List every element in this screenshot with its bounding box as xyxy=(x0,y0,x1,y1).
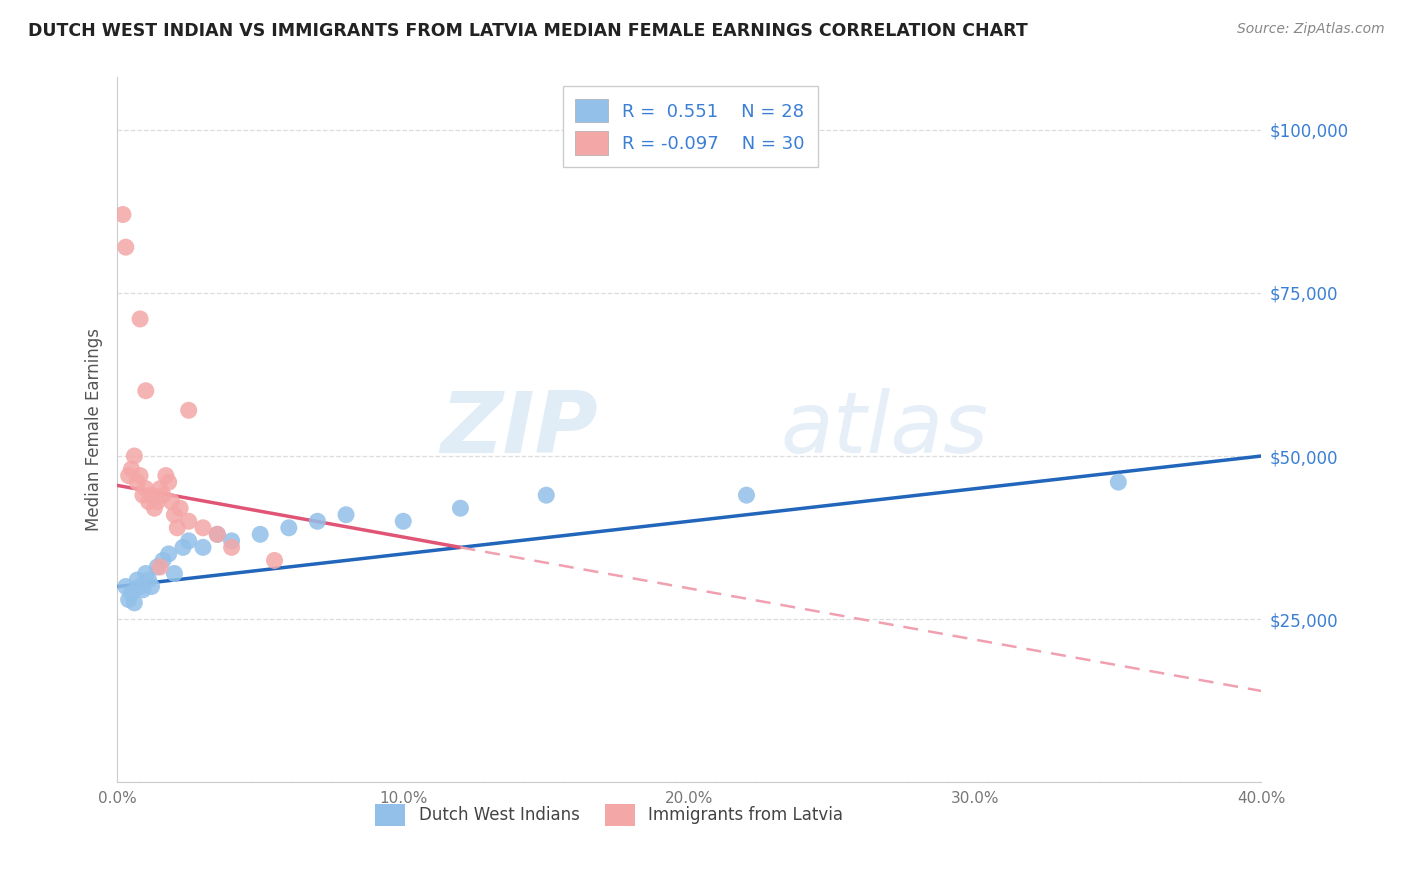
Point xyxy=(132,582,155,597)
Legend: Dutch West Indians, Immigrants from Latvia: Dutch West Indians, Immigrants from Latv… xyxy=(367,796,851,834)
Point xyxy=(138,573,160,587)
Point xyxy=(177,514,200,528)
Point xyxy=(129,580,152,594)
Point xyxy=(735,488,758,502)
Point xyxy=(249,527,271,541)
Point xyxy=(207,527,229,541)
Point xyxy=(141,580,163,594)
Point xyxy=(177,403,200,417)
Point xyxy=(117,468,139,483)
Point xyxy=(169,501,191,516)
Point xyxy=(155,468,177,483)
Point xyxy=(1107,475,1129,489)
Point xyxy=(121,462,143,476)
Point xyxy=(307,514,329,528)
Point xyxy=(172,541,194,555)
Point xyxy=(129,312,152,326)
Point xyxy=(117,592,139,607)
Point xyxy=(149,482,172,496)
Text: Source: ZipAtlas.com: Source: ZipAtlas.com xyxy=(1237,22,1385,37)
Text: ZIP: ZIP xyxy=(440,388,598,471)
Point xyxy=(138,494,160,508)
Point xyxy=(135,566,157,581)
Point xyxy=(127,475,149,489)
Point xyxy=(191,521,214,535)
Point xyxy=(143,501,166,516)
Point xyxy=(392,514,415,528)
Point xyxy=(221,533,243,548)
Point xyxy=(207,527,229,541)
Point xyxy=(152,553,174,567)
Point xyxy=(129,468,152,483)
Point xyxy=(177,533,200,548)
Text: atlas: atlas xyxy=(780,388,988,471)
Point xyxy=(127,573,149,587)
Point xyxy=(536,488,558,502)
Point xyxy=(111,207,134,221)
Point xyxy=(146,494,169,508)
Point xyxy=(141,488,163,502)
Point xyxy=(263,553,285,567)
Text: DUTCH WEST INDIAN VS IMMIGRANTS FROM LATVIA MEDIAN FEMALE EARNINGS CORRELATION C: DUTCH WEST INDIAN VS IMMIGRANTS FROM LAT… xyxy=(28,22,1028,40)
Point xyxy=(157,547,180,561)
Point xyxy=(221,541,243,555)
Point xyxy=(166,521,188,535)
Point xyxy=(124,449,146,463)
Point xyxy=(121,586,143,600)
Point xyxy=(135,482,157,496)
Point xyxy=(335,508,357,522)
Point xyxy=(163,508,186,522)
Y-axis label: Median Female Earnings: Median Female Earnings xyxy=(86,328,103,532)
Point xyxy=(277,521,299,535)
Point xyxy=(135,384,157,398)
Point xyxy=(152,488,174,502)
Point xyxy=(132,488,155,502)
Point xyxy=(124,596,146,610)
Point xyxy=(114,580,136,594)
Point xyxy=(114,240,136,254)
Point xyxy=(149,560,172,574)
Point xyxy=(157,475,180,489)
Point xyxy=(146,560,169,574)
Point xyxy=(160,494,183,508)
Point xyxy=(163,566,186,581)
Point xyxy=(191,541,214,555)
Point xyxy=(449,501,471,516)
